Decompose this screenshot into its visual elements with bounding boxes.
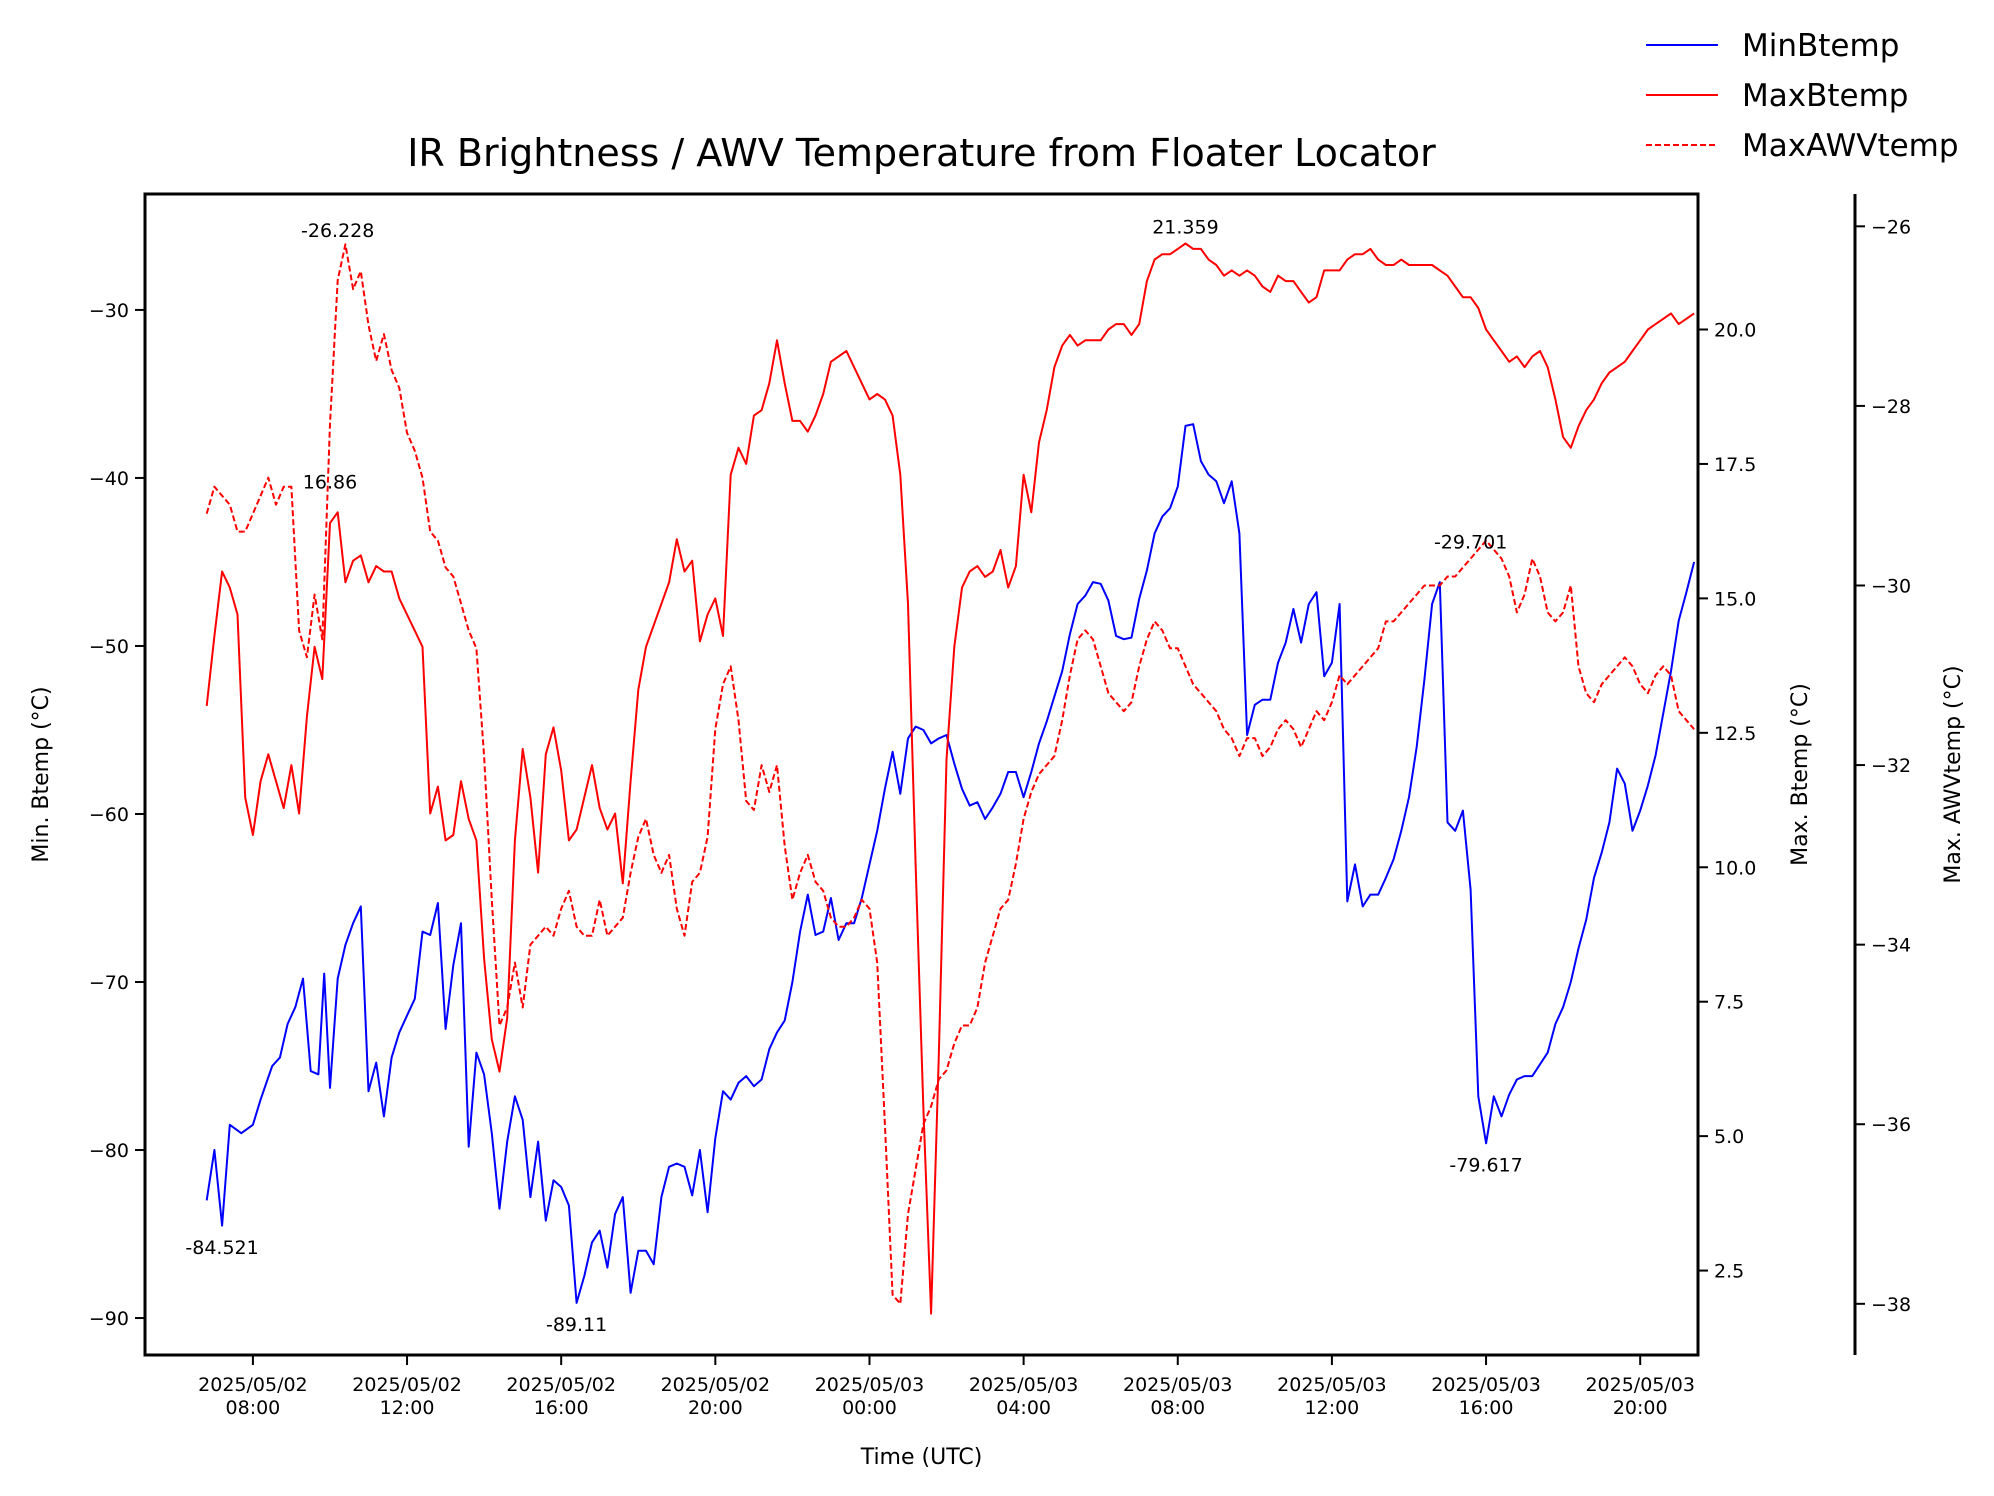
outer-y-tick-label: −26 [1871,216,1911,238]
left-y-tick-label: −50 [89,636,129,658]
series-line-maxawvtemp [205,243,1695,1305]
series-line-minbtemp [205,423,1696,1304]
outer-y-tick-label: −28 [1871,396,1911,418]
right-y-tick-label: 5.0 [1714,1126,1744,1148]
left-y-tick-label: −60 [89,804,129,826]
x-tick-label-time: 16:00 [1459,1397,1514,1419]
outer-y-tick-label: −32 [1871,755,1911,777]
x-tick-label-time: 00:00 [842,1397,897,1419]
annotation-label: 21.359 [1152,216,1218,238]
left-y-tick-label: −40 [89,468,129,490]
x-tick-label-date: 2025/05/02 [506,1374,616,1396]
series-line-maxbtemp [205,242,1695,1315]
left-y-tick-label: −80 [89,1140,129,1162]
x-tick-label-time: 16:00 [534,1397,589,1419]
left-y-tick-label: −90 [89,1308,129,1330]
x-tick-label-date: 2025/05/02 [198,1374,308,1396]
right-y-tick-label: 17.5 [1714,454,1756,476]
outer-y-tick-label: −36 [1871,1114,1911,1136]
x-tick-label-date: 2025/05/03 [1123,1374,1233,1396]
annotation-label: -29.701 [1434,532,1507,554]
right-y-tick-label: 12.5 [1714,723,1756,745]
plot-frame [143,192,1700,1357]
right-y-axis-label: Max. Btemp (°C) [1788,683,1813,866]
x-tick-label-date: 2025/05/03 [1277,1374,1387,1396]
x-tick-label-time: 20:00 [688,1397,743,1419]
x-tick-label-date: 2025/05/03 [969,1374,1079,1396]
legend-label-maxawvtemp: MaxAWVtemp [1742,128,1959,164]
outer-y-tick-label: −38 [1871,1294,1911,1316]
x-tick-label-date: 2025/05/03 [815,1374,925,1396]
legend-label-maxbtemp: MaxBtemp [1742,78,1908,114]
x-tick-label-time: 08:00 [1150,1397,1205,1419]
right-y-tick-label: 2.5 [1714,1261,1744,1283]
right-y-tick-label: 10.0 [1714,857,1756,879]
outer-y-axis-label: Max. AWVtemp (°C) [1941,665,1966,883]
right-y-tick-label: 7.5 [1714,992,1744,1014]
x-tick-label-date: 2025/05/02 [661,1374,771,1396]
left-y-tick-label: −70 [89,972,129,994]
outer-y-tick-label: −34 [1871,935,1911,957]
annotation-label: -84.521 [185,1237,258,1259]
x-tick-label-date: 2025/05/03 [1585,1374,1695,1396]
legend-label-minbtemp: MinBtemp [1742,28,1899,64]
right-y-tick-label: 15.0 [1714,588,1756,610]
x-tick-label-time: 12:00 [380,1397,435,1419]
annotation-label: -79.617 [1449,1155,1522,1177]
x-tick-label-time: 04:00 [996,1397,1051,1419]
x-tick-label-time: 12:00 [1305,1397,1360,1419]
left-y-tick-label: −30 [89,300,129,322]
outer-y-tick-label: −30 [1871,575,1911,597]
annotation-label: -89.11 [546,1314,607,1336]
left-y-axis-label: Min. Btemp (°C) [29,686,54,862]
chart-title: IR Brightness / AWV Temperature from Flo… [407,131,1436,175]
x-tick-label-time: 20:00 [1613,1397,1668,1419]
x-tick-label-date: 2025/05/03 [1431,1374,1541,1396]
right-y-tick-label: 20.0 [1714,320,1756,342]
x-tick-label-time: 08:00 [226,1397,281,1419]
x-axis-label: Time (UTC) [860,1445,983,1470]
x-tick-label-date: 2025/05/02 [352,1374,462,1396]
annotation-label: -26.228 [301,220,374,242]
annotation-label: 16.86 [303,471,357,493]
